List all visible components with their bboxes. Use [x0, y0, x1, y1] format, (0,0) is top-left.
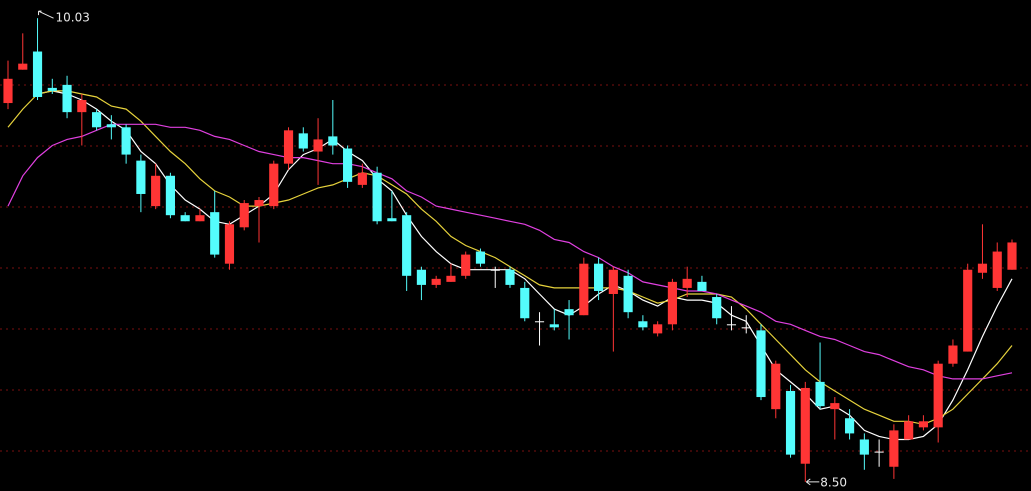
- candle-body: [874, 451, 884, 453]
- ma-line: [37, 90, 1013, 441]
- candle-body: [638, 321, 648, 328]
- candle-body: [771, 363, 781, 410]
- candle-body: [328, 136, 338, 146]
- candle-body: [815, 381, 825, 407]
- candle-body: [62, 84, 72, 113]
- candle-body: [667, 281, 677, 325]
- candle-body: [712, 297, 722, 319]
- annotation: 8.50: [805, 475, 847, 489]
- candle-body: [239, 203, 249, 228]
- annotation: 10.03: [38, 10, 90, 25]
- candle-body: [682, 278, 692, 288]
- candle-body: [564, 309, 574, 316]
- candle-body: [92, 112, 102, 128]
- candle-body: [254, 200, 264, 207]
- candle-body: [387, 218, 397, 222]
- candle-body: [313, 139, 323, 152]
- candle-body: [889, 430, 899, 467]
- candle-body: [298, 133, 308, 149]
- candle-body: [992, 251, 1002, 288]
- candle-body: [534, 321, 545, 323]
- candle-body: [977, 263, 988, 273]
- candle-body: [904, 421, 914, 440]
- candle-body: [136, 160, 146, 194]
- candle-body: [165, 175, 175, 216]
- candle-body: [3, 78, 13, 104]
- candle-body: [431, 278, 441, 285]
- candle-body: [490, 269, 500, 271]
- candle-body: [121, 127, 131, 155]
- candle-body: [697, 281, 707, 291]
- candle-body: [77, 100, 87, 113]
- candle-body: [800, 387, 810, 464]
- candle-body: [933, 363, 943, 428]
- candle-body: [461, 254, 471, 276]
- annotation-label: 8.50: [820, 475, 847, 489]
- candle-body: [18, 63, 28, 70]
- candle-body: [918, 421, 928, 428]
- candle-body: [269, 163, 279, 207]
- candle-body: [830, 403, 840, 410]
- candle-body: [726, 324, 737, 326]
- candle-body: [47, 87, 57, 91]
- candle-body: [579, 263, 589, 316]
- candle-body: [224, 224, 235, 264]
- ma-line: [7, 123, 1013, 380]
- candle-body: [756, 330, 766, 398]
- candle-body: [948, 345, 958, 364]
- ma-line: [7, 90, 1013, 425]
- candle-body: [608, 269, 618, 294]
- candle-body: [32, 51, 43, 97]
- candle-body: [402, 215, 412, 276]
- candle-body: [520, 287, 530, 319]
- grid: [0, 84, 1031, 452]
- candle-body: [623, 275, 633, 313]
- candle-body: [653, 324, 663, 334]
- candle-body: [283, 130, 294, 164]
- candle-body: [963, 269, 973, 352]
- candle-body: [210, 212, 220, 255]
- candle-body: [416, 269, 426, 285]
- candle-body: [343, 148, 353, 182]
- candle-body: [180, 215, 190, 222]
- candle-body: [106, 124, 116, 128]
- candle-body: [372, 172, 382, 222]
- candle-body: [195, 215, 205, 222]
- candle-body: [785, 390, 796, 455]
- annotation-arrow: [38, 10, 54, 19]
- candle-body: [549, 324, 559, 328]
- candle-body: [357, 172, 367, 185]
- candle-body: [741, 327, 751, 329]
- annotation-arrow: [805, 478, 820, 486]
- candle-body: [845, 418, 855, 434]
- candle-body: [475, 251, 486, 264]
- candle-body: [505, 269, 515, 285]
- candle-body: [446, 275, 456, 282]
- candle-body: [151, 175, 161, 207]
- candle-body: [1007, 242, 1017, 270]
- candle-body: [859, 439, 869, 455]
- candle-body: [594, 263, 604, 291]
- annotation-label: 10.03: [56, 11, 90, 25]
